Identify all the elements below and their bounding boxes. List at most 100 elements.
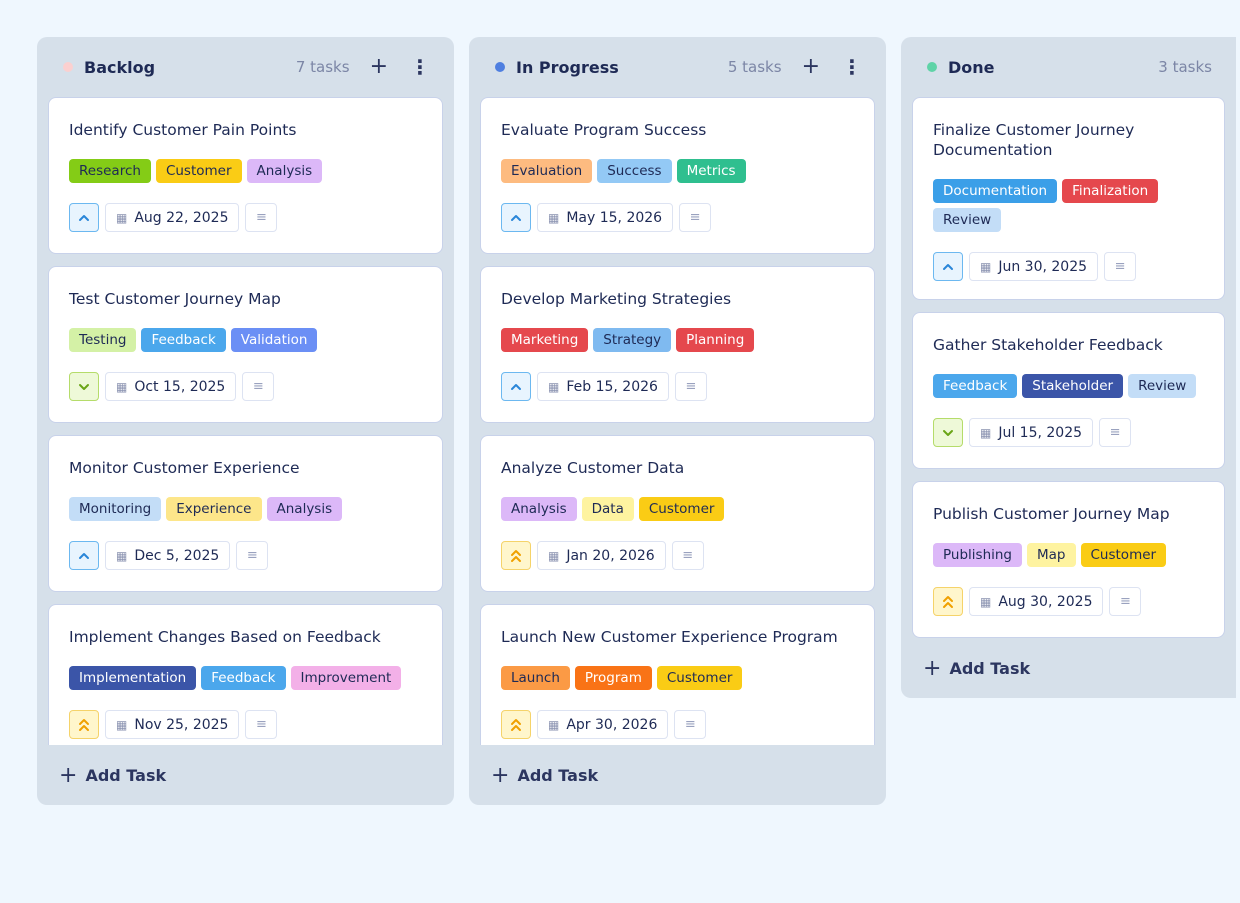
priority-medium-icon[interactable] <box>69 203 99 233</box>
calendar-icon: ▦ <box>548 210 560 225</box>
task-card[interactable]: Monitor Customer Experience Monitoring Ex… <box>48 435 443 592</box>
card-list[interactable]: Finalize Customer Journey Documentation … <box>901 97 1236 639</box>
task-card[interactable]: Launch New Customer Experience Program L… <box>480 604 875 745</box>
calendar-icon: ▦ <box>116 210 128 225</box>
due-date-button[interactable]: ▦ Aug 30, 2025 <box>969 587 1104 617</box>
tag: Customer <box>1080 543 1167 568</box>
tag: Research <box>69 159 151 184</box>
description-icon[interactable]: ≡ <box>245 203 278 233</box>
priority-low-icon[interactable] <box>69 372 99 402</box>
tag: Marketing <box>501 328 589 353</box>
tag: Map <box>1027 543 1076 568</box>
column-title: In Progress <box>516 57 619 77</box>
due-date-button[interactable]: ▦ Nov 25, 2025 <box>105 710 240 740</box>
due-date-button[interactable]: ▦ Jan 20, 2026 <box>537 541 666 571</box>
calendar-icon: ▦ <box>548 548 560 563</box>
add-task-button[interactable]: + Add Task <box>901 638 1236 698</box>
task-title: Develop Marketing Strategies <box>501 290 732 308</box>
due-date: Jun 30, 2025 <box>998 258 1088 275</box>
due-date-button[interactable]: ▦ May 15, 2026 <box>537 203 674 233</box>
tag-list: Monitoring Experience Analysis <box>69 497 422 522</box>
description-icon[interactable]: ≡ <box>242 372 275 402</box>
status-dot <box>495 62 505 72</box>
priority-medium-icon[interactable] <box>501 203 531 233</box>
due-date: Dec 5, 2025 <box>134 547 220 564</box>
priority-medium-icon[interactable] <box>69 541 99 571</box>
priority-medium-icon[interactable] <box>933 252 963 282</box>
description-icon[interactable]: ≡ <box>1099 418 1132 448</box>
due-date-button[interactable]: ▦ Feb 15, 2026 <box>537 372 669 402</box>
calendar-icon: ▦ <box>116 379 128 394</box>
due-date: Nov 25, 2025 <box>134 716 229 733</box>
task-title: Gather Stakeholder Feedback <box>933 336 1163 355</box>
column-header: Done 3 tasks <box>901 37 1236 97</box>
due-date-button[interactable]: ▦ Jul 15, 2025 <box>969 418 1094 448</box>
tag: Finalization <box>1062 179 1159 204</box>
add-icon[interactable]: + <box>801 54 820 79</box>
due-date-button[interactable]: ▦ Dec 5, 2025 <box>105 541 231 571</box>
tag: Success <box>597 159 672 184</box>
task-card[interactable]: Test Customer Journey Map Testing Feedbac… <box>48 266 443 423</box>
task-card[interactable]: Implement Changes Based on Feedback Impl… <box>48 604 443 745</box>
priority-high-icon[interactable] <box>501 710 531 740</box>
due-date-button[interactable]: ▦ Aug 22, 2025 <box>105 203 240 233</box>
column-title: Backlog <box>84 57 156 77</box>
column-title: Done <box>948 57 995 77</box>
card-list[interactable]: Evaluate Program Success Evaluation Succe… <box>469 97 886 745</box>
plus-icon: + <box>491 762 510 788</box>
due-date: Jul 15, 2025 <box>998 424 1083 441</box>
tag: Customer <box>638 497 725 522</box>
tag-list: Feedback Stakeholder Review <box>933 374 1204 399</box>
task-card[interactable]: Develop Marketing Strategies Marketing St… <box>480 266 875 423</box>
task-title: Evaluate Program Success <box>501 121 707 139</box>
due-date-button[interactable]: ▦ Apr 30, 2026 <box>537 710 669 740</box>
add-task-button[interactable]: + Add Task <box>469 745 886 805</box>
more-options-icon[interactable]: ⋮ <box>842 55 862 79</box>
column-in-progress: In Progress 5 tasks + ⋮ Evaluate Program … <box>469 37 886 805</box>
task-card[interactable]: Gather Stakeholder Feedback Feedback Stak… <box>912 312 1225 470</box>
tag-list: Documentation Finalization Review <box>933 179 1204 233</box>
tag: Strategy <box>593 328 672 353</box>
card-list[interactable]: Identify Customer Pain Points Research Cu… <box>37 97 454 745</box>
column-header: In Progress 5 tasks + ⋮ <box>469 37 886 97</box>
tag: Customer <box>155 159 242 184</box>
tag-list: Implementation Feedback Improvement <box>69 666 422 691</box>
add-task-button[interactable]: + Add Task <box>37 745 454 805</box>
more-options-icon[interactable]: ⋮ <box>410 55 430 79</box>
tag: Documentation <box>933 179 1058 204</box>
status-dot <box>63 62 73 72</box>
tag-list: Launch Program Customer <box>501 666 854 691</box>
tag: Analysis <box>246 159 323 184</box>
add-icon[interactable]: + <box>369 54 388 79</box>
task-title: Finalize Customer Journey Documentation <box>933 121 1135 160</box>
description-icon[interactable]: ≡ <box>245 710 278 740</box>
tag: Experience <box>166 497 262 522</box>
description-icon[interactable]: ≡ <box>674 710 707 740</box>
tag-list: Research Customer Analysis <box>69 159 422 184</box>
task-card[interactable]: Identify Customer Pain Points Research Cu… <box>48 97 443 254</box>
tag: Customer <box>656 666 743 691</box>
description-icon[interactable]: ≡ <box>679 203 712 233</box>
tag: Launch <box>501 666 570 691</box>
task-card[interactable]: Evaluate Program Success Evaluation Succe… <box>480 97 875 254</box>
description-icon[interactable]: ≡ <box>1109 587 1142 617</box>
description-icon[interactable]: ≡ <box>674 372 707 402</box>
tag: Program <box>574 666 652 691</box>
description-icon[interactable]: ≡ <box>236 541 269 571</box>
task-card[interactable]: Publish Customer Journey Map Publishing M… <box>912 481 1225 639</box>
priority-high-icon[interactable] <box>69 710 99 740</box>
description-icon[interactable]: ≡ <box>1104 252 1137 282</box>
tag: Monitoring <box>69 497 162 522</box>
description-icon[interactable]: ≡ <box>671 541 704 571</box>
task-card[interactable]: Finalize Customer Journey Documentation … <box>912 97 1225 301</box>
priority-high-icon[interactable] <box>501 541 531 571</box>
due-date-button[interactable]: ▦ Jun 30, 2025 <box>969 252 1099 282</box>
due-date-button[interactable]: ▦ Oct 15, 2025 <box>105 372 237 402</box>
task-card[interactable]: Analyze Customer Data Analysis Data Custom… <box>480 435 875 592</box>
task-count: 5 tasks <box>727 58 782 76</box>
priority-medium-icon[interactable] <box>501 372 531 402</box>
priority-high-icon[interactable] <box>933 587 963 617</box>
tag: Review <box>1128 374 1197 399</box>
tag: Improvement <box>290 666 402 691</box>
priority-low-icon[interactable] <box>933 418 963 448</box>
